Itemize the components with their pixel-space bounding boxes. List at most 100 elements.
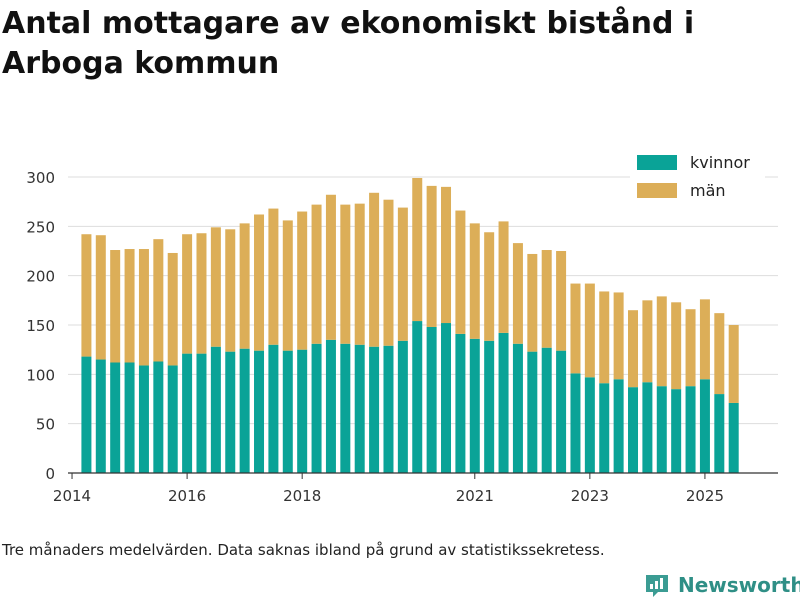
bar-kvinnor	[196, 353, 207, 473]
bar-kvinnor	[671, 389, 682, 473]
bar-kvinnor	[728, 402, 739, 473]
bar-man	[599, 291, 610, 384]
bar-man	[685, 309, 696, 387]
bar-man	[153, 239, 164, 362]
bar-kvinnor	[340, 343, 351, 473]
bar-man	[268, 208, 279, 345]
bar-kvinnor	[124, 362, 135, 473]
bar-man	[196, 233, 207, 354]
bar-kvinnor	[81, 356, 92, 473]
y-tick-label: 250	[26, 218, 55, 236]
bar-kvinnor	[325, 339, 336, 473]
bar-man	[383, 199, 394, 346]
bar-man	[728, 325, 739, 403]
bar-man	[369, 192, 380, 347]
bar-kvinnor	[412, 321, 423, 473]
bar-kvinnor	[138, 365, 149, 473]
bar-kvinnor	[628, 387, 639, 473]
bar-kvinnor	[110, 362, 121, 473]
bar-man	[469, 223, 480, 339]
bar-kvinnor	[699, 379, 710, 473]
bar-kvinnor	[426, 326, 437, 473]
bar-kvinnor	[527, 351, 538, 473]
bar-man	[628, 310, 639, 388]
bar-man	[484, 232, 495, 341]
bar-kvinnor	[656, 386, 667, 473]
legend-swatch-man	[637, 183, 677, 198]
bar-man	[412, 177, 423, 322]
bar-kvinnor	[383, 345, 394, 473]
legend: kvinnor män	[630, 150, 765, 206]
bar-man	[714, 313, 725, 395]
x-tick-label: 2018	[283, 487, 321, 505]
bar-kvinnor	[455, 333, 466, 473]
bar-kvinnor	[153, 361, 164, 473]
bar-man	[397, 207, 408, 341]
bar-kvinnor	[484, 340, 495, 473]
x-tick-label: 2014	[53, 487, 91, 505]
stacked-bar-chart: 0 50 100 150 200 250 300 2014 2016 2018 2021 2023 20…	[26, 150, 778, 505]
bar-man	[124, 249, 135, 363]
bar-man	[354, 203, 365, 345]
bar-kvinnor	[268, 344, 279, 473]
bar-kvinnor	[642, 382, 653, 473]
x-tick-label: 2016	[168, 487, 206, 505]
y-tick-label: 300	[26, 169, 55, 187]
bar-man	[642, 300, 653, 383]
bar-man	[656, 296, 667, 387]
y-tick-label: 100	[26, 366, 55, 384]
bar-man	[340, 204, 351, 344]
chart-title: Antal mottagare av ekonomiskt bistånd i …	[2, 6, 695, 81]
bar-kvinnor	[311, 343, 322, 473]
bar-kvinnor	[613, 379, 624, 473]
bar-man	[282, 220, 293, 351]
bar-man	[556, 251, 567, 351]
legend-label-kvinnor: kvinnor	[690, 153, 750, 172]
bar-man	[455, 210, 466, 334]
bar-man	[699, 299, 710, 380]
bar-man	[541, 250, 552, 348]
x-tick-label: 2021	[456, 487, 494, 505]
bar-man	[95, 235, 106, 360]
bar-kvinnor	[239, 348, 250, 473]
bar-kvinnor	[354, 344, 365, 473]
bar-man	[671, 302, 682, 390]
bar-man	[584, 283, 595, 378]
bar-man	[527, 253, 538, 352]
brand-name: Newsworthy	[678, 573, 800, 597]
axes: 0 50 100 150 200 250 300 2014 2016 2018 2021 2023 20…	[26, 169, 778, 505]
bars	[81, 177, 739, 473]
y-tick-label: 50	[36, 416, 55, 434]
bar-man	[311, 204, 322, 344]
bar-kvinnor	[556, 350, 567, 473]
bar-kvinnor	[498, 332, 509, 473]
bar-kvinnor	[584, 377, 595, 473]
bar-kvinnor	[599, 383, 610, 473]
bar-kvinnor	[397, 340, 408, 473]
footnote: Tre månaders medelvärden. Data saknas ib…	[2, 541, 605, 559]
bar-man	[613, 292, 624, 380]
bar-man	[81, 234, 92, 357]
bar-man	[498, 221, 509, 333]
bar-man	[138, 249, 149, 366]
bar-kvinnor	[254, 350, 265, 473]
bar-man	[297, 211, 308, 350]
bar-kvinnor	[297, 349, 308, 473]
bar-kvinnor	[182, 353, 193, 473]
x-tick-label: 2023	[571, 487, 609, 505]
bar-kvinnor	[570, 373, 581, 473]
bar-man	[570, 283, 581, 374]
bar-man	[254, 214, 265, 351]
bar-kvinnor	[369, 346, 380, 473]
y-tick-label: 0	[45, 465, 55, 483]
newsworthy-logo[interactable]: Newsworthy	[644, 570, 800, 600]
bar-kvinnor	[167, 365, 178, 473]
x-tick-label: 2025	[686, 487, 724, 505]
bar-kvinnor	[95, 359, 106, 473]
bar-man	[325, 194, 336, 340]
bar-kvinnor	[512, 343, 523, 473]
bar-man	[182, 234, 193, 354]
y-tick-label: 150	[26, 317, 55, 335]
y-tick-label: 200	[26, 268, 55, 286]
bar-man	[239, 223, 250, 349]
